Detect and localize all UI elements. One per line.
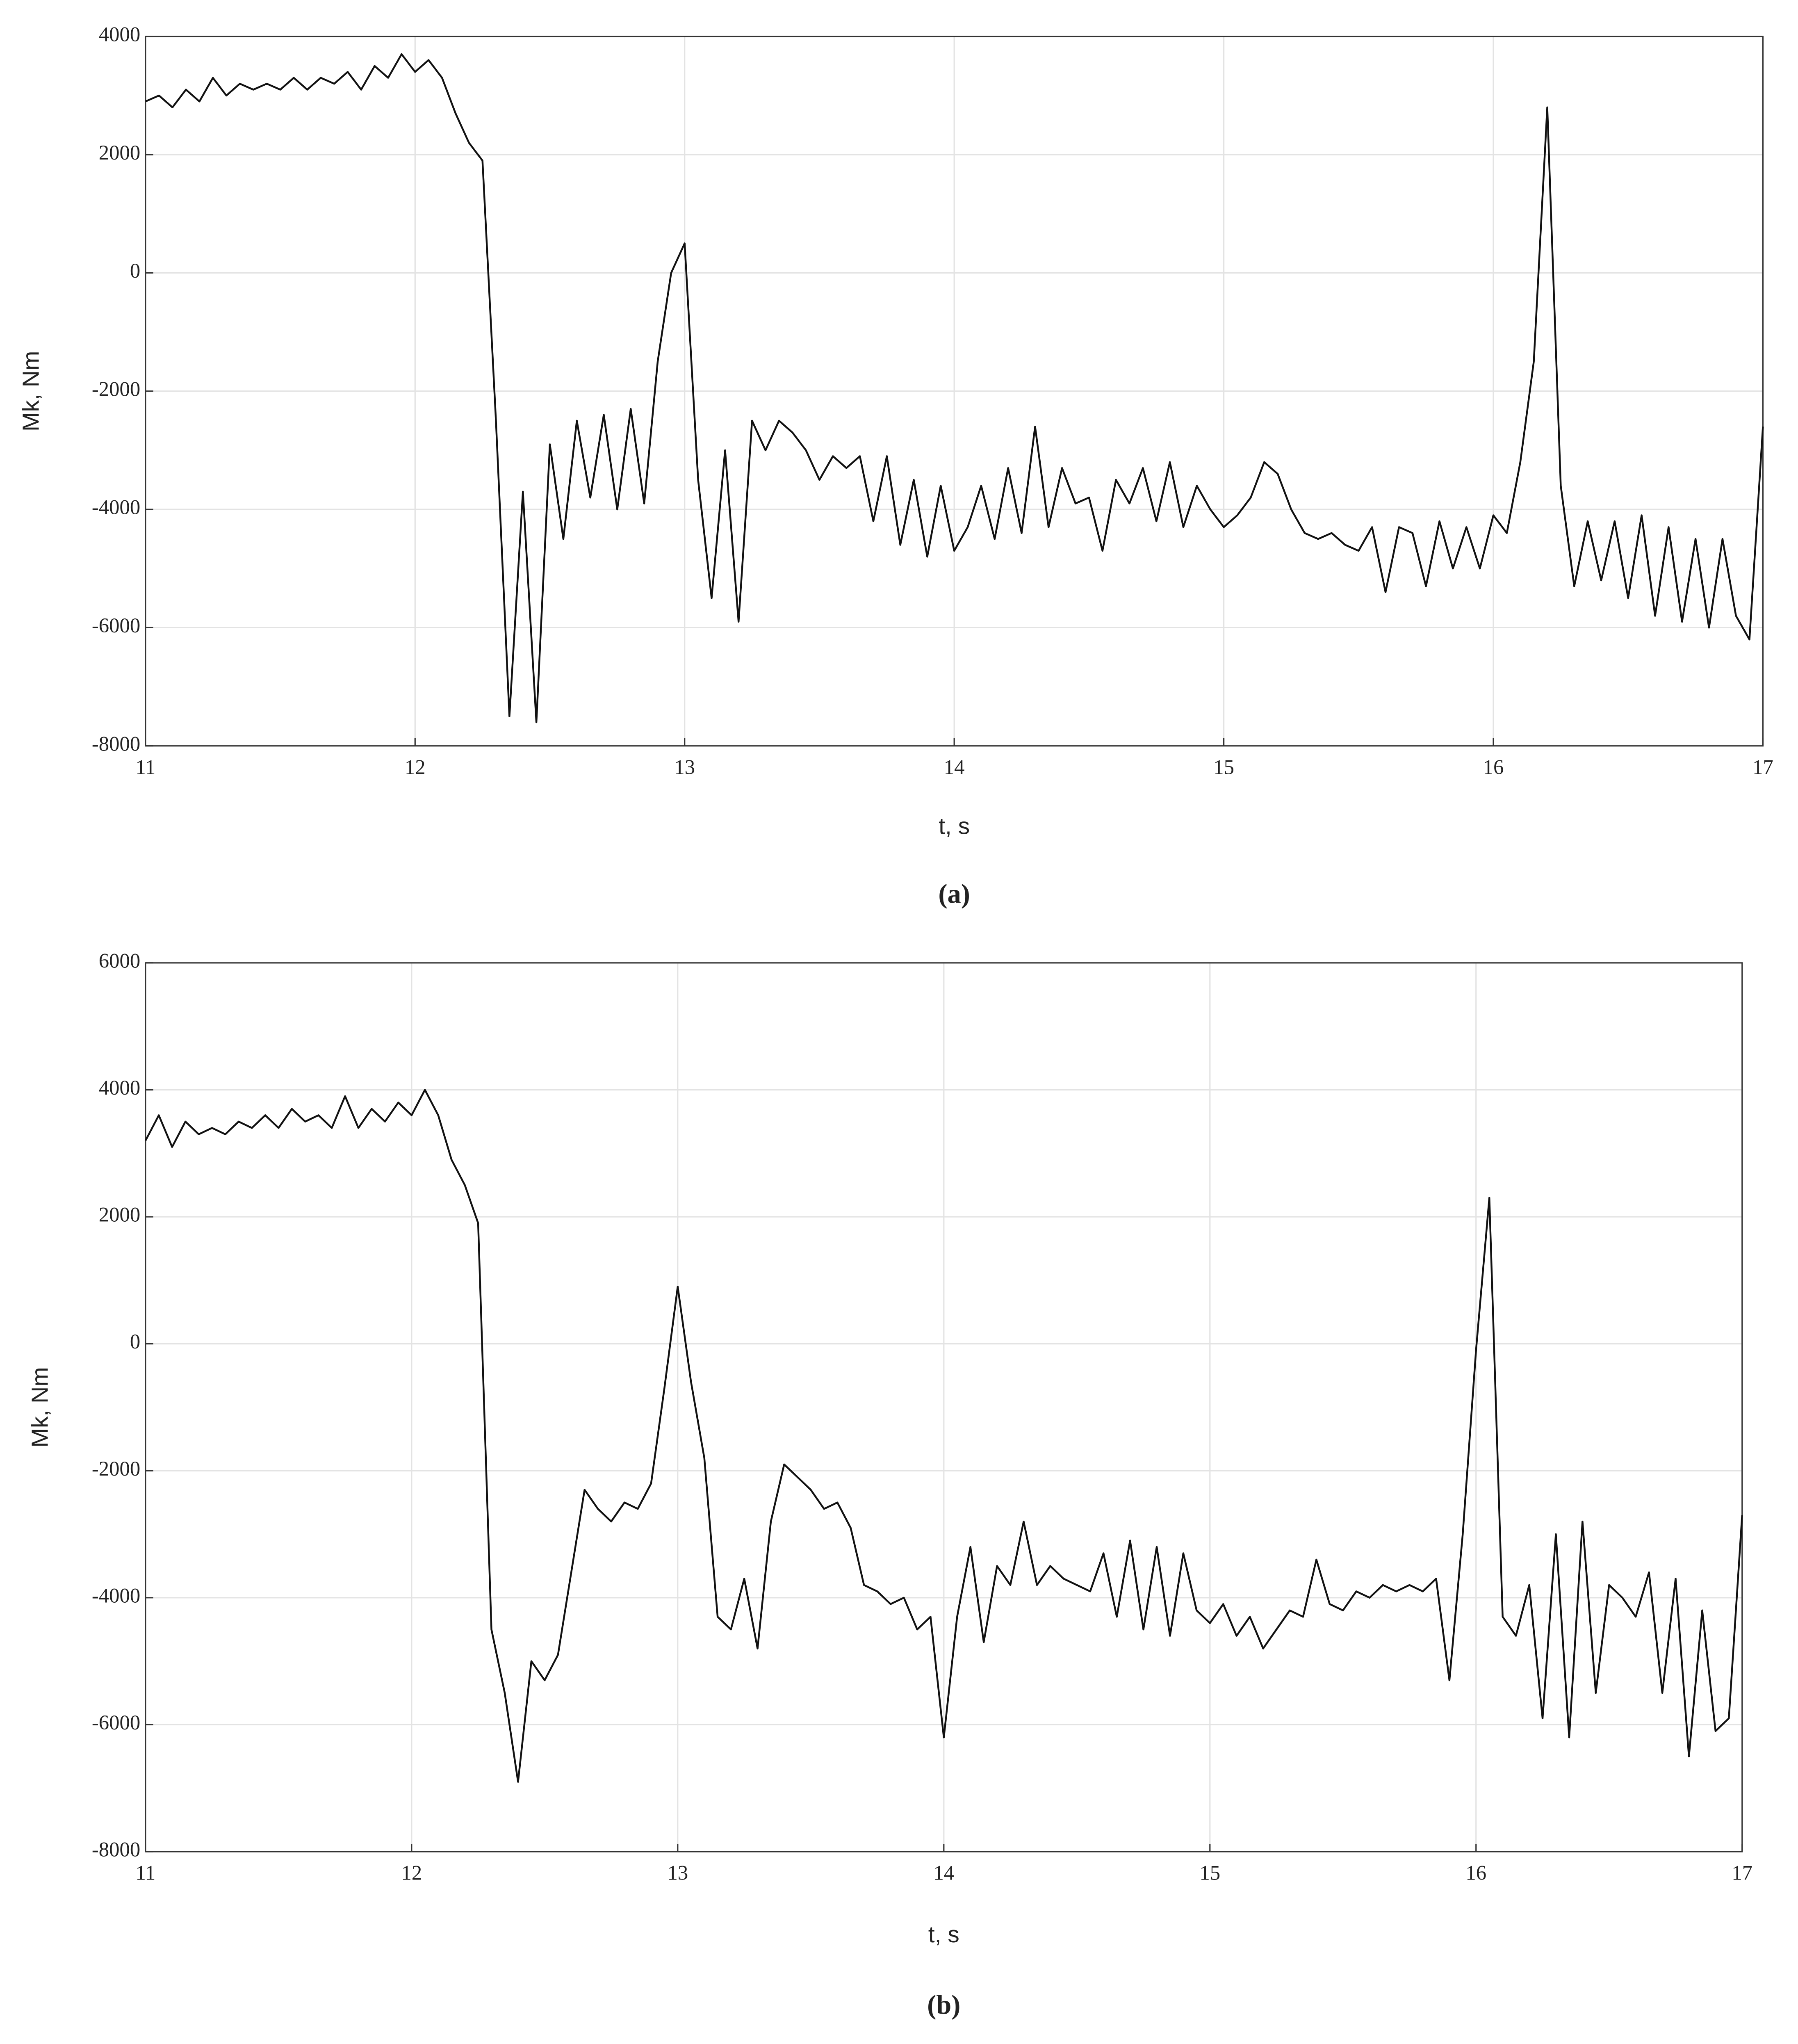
x-tick-label: 14 [933, 1862, 954, 1884]
x-tick-label: 12 [405, 755, 426, 778]
x-tick-label: 16 [1483, 755, 1504, 778]
x-tick-label: 14 [944, 755, 965, 778]
caption: (a) [938, 879, 970, 909]
x-tick-label: 13 [667, 1862, 688, 1884]
y-axis-label: Mk, Nm [18, 351, 44, 431]
y-tick-label: -4000 [92, 496, 140, 519]
plot-frame [145, 962, 1743, 1852]
x-tick-label: 11 [135, 1862, 155, 1884]
y-axis-label: Mk, Nm [27, 1367, 53, 1447]
x-tick-label: 15 [1199, 1862, 1220, 1884]
data-line [144, 1089, 1743, 1783]
x-tick-label: 11 [135, 755, 155, 778]
plot-frame [145, 36, 1764, 747]
y-tick-label: 6000 [99, 949, 140, 972]
y-tick-label: -2000 [92, 377, 140, 400]
y-tick-label: 4000 [99, 23, 140, 46]
y-tick-label: 0 [130, 259, 140, 282]
caption: (b) [927, 1990, 960, 2020]
data-line [145, 53, 1764, 723]
y-tick-label: 2000 [99, 141, 140, 164]
y-tick-label: -8000 [92, 1838, 140, 1861]
y-tick-label: 4000 [99, 1076, 140, 1099]
x-axis-label: t, s [928, 1921, 959, 1948]
y-tick-label: -4000 [92, 1584, 140, 1607]
y-tick-label: 2000 [99, 1203, 140, 1226]
y-tick-label: -8000 [92, 732, 140, 755]
y-tick-label: -2000 [92, 1457, 140, 1480]
x-tick-label: 17 [1732, 1862, 1752, 1884]
x-tick-label: 16 [1465, 1862, 1486, 1884]
y-tick-label: -6000 [92, 1711, 140, 1734]
y-tick-label: -6000 [92, 614, 140, 637]
x-axis-label: t, s [939, 813, 970, 839]
x-tick-label: 17 [1752, 755, 1773, 778]
y-tick-label: 0 [130, 1330, 140, 1353]
x-tick-label: 15 [1213, 755, 1234, 778]
x-tick-label: 13 [674, 755, 695, 778]
x-tick-label: 12 [401, 1862, 422, 1884]
